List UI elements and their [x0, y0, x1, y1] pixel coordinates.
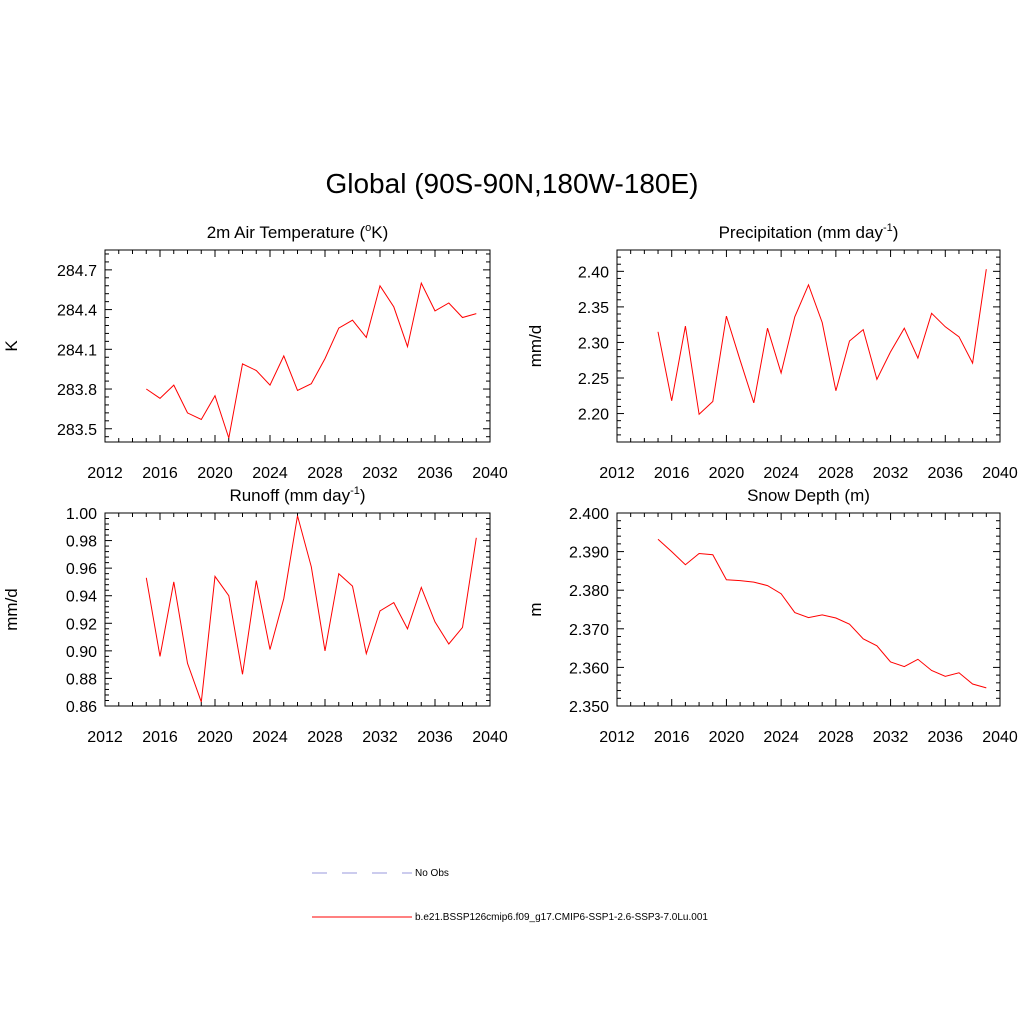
y-tick-label: 2.390 — [569, 545, 609, 562]
x-tick-label: 2028 — [307, 465, 343, 482]
x-tick-label: 2024 — [252, 729, 288, 746]
panel-title: Runoff (mm day-1) — [229, 485, 365, 505]
legend: No Obs b.e21.BSSP126cmip6.f09_g17.CMIP6-S… — [312, 868, 708, 923]
x-tick-label: 2020 — [197, 465, 233, 482]
series-line — [145, 515, 477, 703]
x-tick-label: 2032 — [873, 729, 909, 746]
y-tick-label: 2.400 — [569, 506, 609, 523]
y-tick-label: 2.380 — [569, 583, 609, 600]
y-tick-label: 284.1 — [57, 342, 97, 359]
y-tick-label: 2.30 — [578, 335, 609, 352]
x-tick-label: 2016 — [142, 465, 178, 482]
y-tick-label: 283.8 — [57, 382, 97, 399]
x-tick-label: 2032 — [362, 729, 398, 746]
plot-frame — [616, 249, 1001, 443]
x-tick-label: 2016 — [654, 465, 690, 482]
legend-label: b.e21.BSSP126cmip6.f09_g17.CMIP6-SSP1-2.… — [415, 912, 708, 923]
x-tick-label: 2012 — [87, 465, 123, 482]
x-tick-label: 2024 — [252, 465, 288, 482]
y-tick-label: 0.96 — [66, 561, 97, 578]
x-tick-label: 2012 — [599, 729, 635, 746]
x-tick-label: 2028 — [818, 465, 854, 482]
x-tick-label: 2012 — [599, 465, 635, 482]
y-tick-label: 2.35 — [578, 300, 609, 317]
panel-title: 2m Air Temperature (oK) — [207, 222, 389, 242]
y-tick-label: 0.98 — [66, 534, 97, 551]
x-tick-label: 2028 — [307, 729, 343, 746]
x-tick-label: 2024 — [763, 465, 799, 482]
x-tick-label: 2016 — [142, 729, 178, 746]
x-tick-label: 2036 — [927, 465, 963, 482]
chart-panel-3: 2012 2016 2020 2024 2028 2032 2036 2040 0.86 0.88… — [2, 485, 508, 746]
x-tick-label: 2036 — [417, 465, 453, 482]
chart-panel-2: 2012 2016 2020 2024 2028 2032 2036 2040 2.20 2.25… — [526, 222, 1018, 482]
y-tick-label: 0.90 — [66, 644, 97, 661]
plot-frame — [104, 512, 491, 707]
x-tick-label: 2040 — [472, 465, 508, 482]
x-tick-label: 2040 — [472, 729, 508, 746]
series-line — [657, 269, 987, 416]
x-tick-label: 2020 — [709, 729, 745, 746]
plot-frame — [104, 249, 491, 443]
y-tick-label: 2.20 — [578, 407, 609, 424]
chart-panel-4: 2012 2016 2020 2024 2028 2032 2036 2040 2.350 2.3… — [526, 486, 1018, 746]
x-tick-label: 2036 — [927, 729, 963, 746]
y-axis-label: mm/d — [526, 325, 545, 368]
series-line — [657, 538, 987, 689]
x-tick-label: 2020 — [197, 729, 233, 746]
y-tick-label: 2.25 — [578, 371, 609, 388]
y-tick-label: 0.88 — [66, 671, 97, 688]
panel-title: Precipitation (mm day-1) — [719, 222, 899, 242]
x-tick-label: 2036 — [417, 729, 453, 746]
legend-label: No Obs — [415, 868, 449, 879]
chart-panel-1: 2012 2016 2020 2024 2028 2032 2036 2040 283.5 283… — [2, 222, 508, 482]
y-tick-label: 284.7 — [57, 263, 97, 280]
x-tick-label: 2040 — [982, 729, 1018, 746]
y-tick-label: 2.370 — [569, 622, 609, 639]
y-tick-label: 0.86 — [66, 699, 97, 716]
y-axis-label: mm/d — [2, 588, 21, 631]
y-axis-label: K — [2, 340, 21, 352]
y-tick-label: 2.360 — [569, 660, 609, 677]
y-tick-label: 284.4 — [57, 303, 97, 320]
panel-title: Snow Depth (m) — [747, 486, 870, 505]
y-axis-label: m — [526, 602, 545, 616]
x-tick-label: 2020 — [709, 465, 745, 482]
plot-frame — [616, 512, 1001, 707]
x-tick-label: 2016 — [654, 729, 690, 746]
x-tick-label: 2040 — [982, 465, 1018, 482]
y-tick-label: 0.94 — [66, 589, 97, 606]
y-tick-label: 2.350 — [569, 699, 609, 716]
y-tick-label: 0.92 — [66, 616, 97, 633]
y-tick-label: 2.40 — [578, 264, 609, 281]
x-tick-label: 2028 — [818, 729, 854, 746]
figure-title: Global (90S-90N,180W-180E) — [325, 168, 699, 199]
y-tick-label: 283.5 — [57, 422, 97, 439]
y-tick-label: 1.00 — [66, 506, 97, 523]
series-line — [146, 281, 477, 439]
x-tick-label: 2032 — [362, 465, 398, 482]
x-tick-label: 2012 — [87, 729, 123, 746]
x-tick-label: 2024 — [763, 729, 799, 746]
x-tick-label: 2032 — [873, 465, 909, 482]
